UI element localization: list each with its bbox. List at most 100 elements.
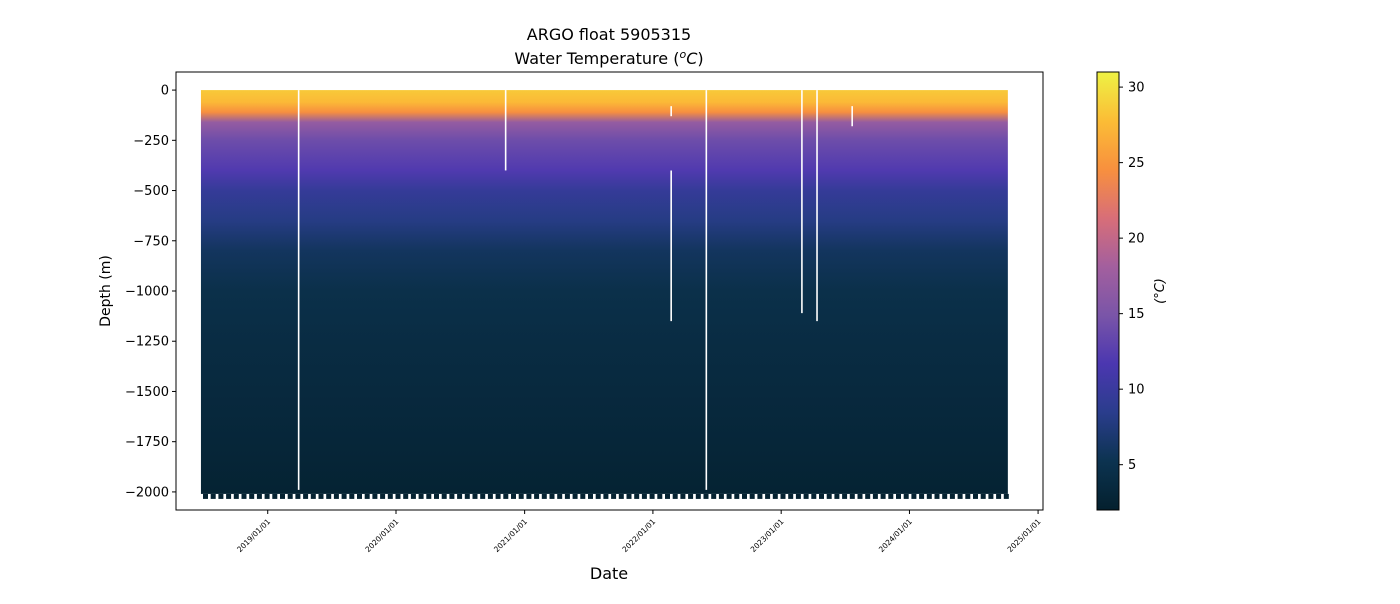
subtitle-unit-sup: o (679, 48, 686, 61)
profile-bottom-end (811, 493, 817, 499)
profile-bottom-end (233, 493, 239, 499)
profile-bottom-end (326, 493, 332, 499)
profile-bottom-end (595, 493, 601, 499)
profile-bottom-end (626, 493, 632, 499)
profile-bottom-end (857, 493, 863, 499)
profile-bottom-end (403, 493, 409, 499)
profile-bottom-end (272, 493, 278, 499)
profile-bottom-end (457, 493, 463, 499)
profile-bottom-end (780, 493, 786, 499)
profile-bottom-end (518, 493, 524, 499)
profile-bottom-end (256, 493, 262, 499)
profile-bottom-end (703, 493, 709, 499)
profile-bottom-end (888, 493, 894, 499)
profile-bottom-end (249, 493, 255, 499)
colorbar-tick-label: 10 (1128, 383, 1145, 398)
colorbar-ticks: 5 10 15 20 25 30 (1119, 81, 1145, 473)
x-axis-ticks: 2019/01/01 2020/01/01 2021/01/01 2022/01/01… (235, 510, 1043, 554)
profile-bottom-end (333, 493, 339, 499)
profile-bottom-end (503, 493, 509, 499)
profile-bottom-end (996, 493, 1002, 499)
profile-bottom-end (580, 493, 586, 499)
y-axis-ticks: 0 −250 −500 −750 −1000 −1250 −1500 −1750 −2000 (125, 84, 176, 500)
profile-bottom-end (726, 493, 732, 499)
x-tick-label: 2022/01/01 (620, 517, 657, 554)
profile-bottom-end (988, 493, 994, 499)
x-tick-label: 2020/01/01 (363, 517, 400, 554)
profile-bottom-end (865, 493, 871, 499)
profile-bottom-end (495, 493, 501, 499)
profile-bottom-end (688, 493, 694, 499)
y-tick-label: −1750 (125, 435, 169, 450)
y-tick-label: −1500 (125, 385, 169, 400)
profile-bottom-end (441, 493, 447, 499)
profile-bottom-end (749, 493, 755, 499)
profile-bottom-end (757, 493, 763, 499)
profile-bottom-end (718, 493, 724, 499)
profile-bottom-end (665, 493, 670, 499)
profile-bottom-end (649, 493, 655, 499)
profile-bottom-end (210, 493, 216, 499)
plot-area (200, 90, 1009, 499)
profile-bottom-end (973, 493, 978, 499)
profile-bottom-end (772, 493, 778, 499)
profile-bottom-end (526, 493, 532, 499)
profile-bottom-end (218, 493, 224, 499)
profile-bottom-end (603, 493, 609, 499)
colorbar-tick-label: 25 (1128, 156, 1145, 171)
profile-bottom-end (788, 493, 794, 499)
profile-bottom-end (826, 493, 832, 499)
profile-bottom-end (310, 493, 316, 499)
profile-bottom-end (357, 493, 362, 499)
profile-bottom-end (280, 493, 285, 499)
profile-bottom-end (318, 493, 324, 499)
x-tick-label: 2021/01/01 (492, 517, 529, 554)
profile-bottom-end (911, 493, 917, 499)
profile-bottom-end (387, 493, 393, 499)
profile-bottom-end (511, 493, 516, 499)
profile-bottom-end (965, 493, 971, 499)
profile-bottom-end (803, 493, 809, 499)
profile-bottom-end (380, 493, 386, 499)
profile-bottom-end (695, 493, 701, 499)
profile-bottom-end (449, 493, 455, 499)
y-tick-label: −1250 (125, 335, 169, 350)
profile-bottom-end (680, 493, 686, 499)
profile-bottom-end (588, 493, 593, 499)
data-gaps (297, 90, 853, 490)
profile-bottom-end (226, 493, 232, 499)
chart-subtitle: Water Temperature (oC) (514, 48, 703, 68)
profile-bottom-end (942, 493, 948, 499)
profile-bottom-end (641, 493, 647, 499)
profile-bottom-end (949, 493, 955, 499)
profile-bottom-end (1003, 493, 1009, 499)
profile-bottom-end (418, 493, 424, 499)
profile-bottom-end (634, 493, 640, 499)
profile-bottom-end (742, 493, 747, 499)
profile-bottom-end (872, 493, 878, 499)
profile-bottom-end (203, 493, 208, 499)
profile-bottom-ends (203, 493, 1009, 499)
profile-bottom-end (534, 493, 540, 499)
temperature-heatmap (200, 90, 1008, 494)
profile-bottom-end (341, 493, 347, 499)
profile-bottom-end (541, 493, 547, 499)
profile-bottom-end (672, 493, 678, 499)
profile-bottom-end (241, 493, 247, 499)
profile-bottom-end (842, 493, 848, 499)
profile-bottom-end (934, 493, 940, 499)
y-tick-label: −2000 (125, 485, 169, 500)
colorbar-tick-label: 30 (1128, 81, 1145, 96)
profile-bottom-end (980, 493, 986, 499)
profile-bottom-end (957, 493, 963, 499)
profile-bottom-end (464, 493, 470, 499)
x-axis-label: Date (590, 564, 628, 583)
profile-bottom-end (287, 493, 293, 499)
profile-bottom-end (611, 493, 617, 499)
x-tick-label: 2019/01/01 (235, 517, 272, 554)
profile-bottom-end (657, 493, 663, 499)
profile-bottom-end (564, 493, 570, 499)
colorbar-tick-label: 15 (1128, 307, 1145, 322)
y-tick-label: −750 (133, 234, 169, 249)
